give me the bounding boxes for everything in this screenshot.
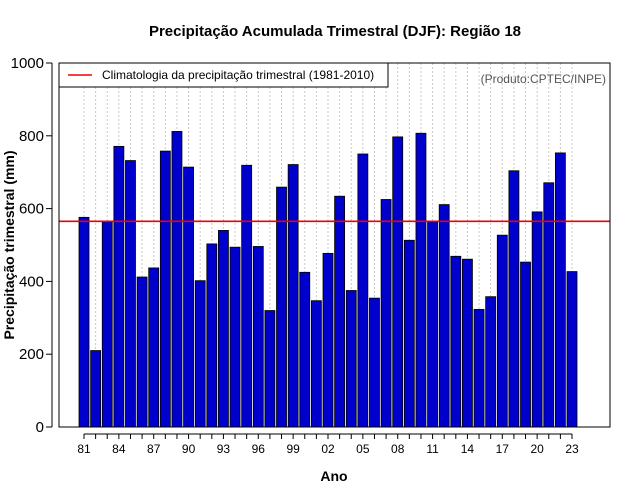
x-tick-label: 81 (77, 442, 91, 456)
bar-2009 (403, 239, 415, 428)
bar-1997 (264, 310, 276, 428)
bar-2002 (322, 252, 334, 428)
x-tick-label: 96 (252, 442, 266, 456)
y-tick-label: 1000 (11, 55, 44, 72)
legend: Climatologia da precipitação trimestral … (58, 62, 389, 88)
bar-1981 (78, 216, 90, 428)
bar-1989 (171, 131, 183, 428)
bar-2008 (392, 136, 404, 428)
bar-2019 (520, 261, 531, 428)
y-tick-label: 400 (19, 273, 44, 290)
bar-1992 (206, 243, 218, 428)
bar-2013 (450, 255, 462, 428)
bar-1994 (229, 246, 241, 428)
bar-2004 (345, 290, 357, 428)
bars-group (78, 131, 578, 428)
bar-1991 (194, 280, 206, 428)
bar-2023 (566, 271, 578, 428)
bar-2003 (334, 195, 346, 428)
bar-2012 (438, 204, 450, 428)
bar-1982 (90, 350, 102, 428)
bar-2010 (415, 132, 427, 428)
bar-1988 (159, 150, 171, 428)
bar-1995 (241, 164, 253, 428)
bar-1996 (252, 246, 264, 428)
bar-2006 (369, 297, 380, 428)
x-tick-label: 20 (530, 442, 544, 456)
bar-2007 (380, 199, 392, 428)
x-tick-label: 84 (112, 442, 126, 456)
x-tick-label: 93 (217, 442, 231, 456)
bar-1984 (113, 145, 125, 428)
bar-1999 (287, 164, 299, 428)
x-tick-label: 14 (461, 442, 475, 456)
bar-2001 (310, 300, 322, 428)
bar-2022 (554, 152, 566, 428)
y-tick-label: 0 (36, 419, 44, 436)
bar-1986 (136, 276, 148, 428)
x-tick-label: 87 (147, 442, 161, 456)
x-tick-label: 17 (496, 442, 510, 456)
y-tick-label: 200 (19, 346, 44, 363)
bar-2020 (531, 211, 543, 428)
chart-title: Precipitação Acumulada Trimestral (DJF):… (149, 23, 521, 40)
y-axis-label: Precipitação trimestral (mm) (1, 150, 17, 339)
y-tick-label: 600 (19, 201, 44, 218)
bar-1987 (148, 267, 160, 428)
bar-2011 (427, 221, 438, 428)
bar-2000 (299, 271, 311, 428)
bar-2014 (462, 258, 473, 428)
x-tick-label: 99 (286, 442, 300, 456)
x-tick-label: 23 (565, 442, 579, 456)
credit-text: (Produto:CPTEC/INPE) (481, 72, 606, 86)
bar-1983 (101, 220, 113, 428)
x-axis-label: Ano (320, 468, 347, 484)
x-tick-label: 11 (426, 442, 439, 456)
bar-2015 (473, 309, 485, 428)
x-tick-label: 02 (321, 442, 335, 456)
bar-2005 (357, 153, 369, 428)
bar-1993 (218, 230, 229, 428)
legend-label: Climatologia da precipitação trimestral … (102, 68, 374, 82)
y-axis: 0 200 400 600 800 1000 (11, 55, 53, 436)
bar-1985 (125, 160, 136, 428)
legend-box (58, 62, 389, 88)
bar-2018 (508, 170, 520, 428)
bar-1998 (276, 186, 287, 428)
x-axis: 81 84 87 90 93 96 99 02 05 08 11 14 17 20 23 (77, 433, 579, 456)
bar-1990 (183, 166, 194, 428)
x-tick-label: 08 (391, 442, 405, 456)
y-tick-label: 800 (19, 128, 44, 145)
bar-2017 (496, 234, 508, 428)
x-tick-label: 90 (182, 442, 196, 456)
bar-2016 (485, 296, 497, 428)
bar-2021 (543, 182, 555, 428)
x-tick-label: 05 (356, 442, 370, 456)
